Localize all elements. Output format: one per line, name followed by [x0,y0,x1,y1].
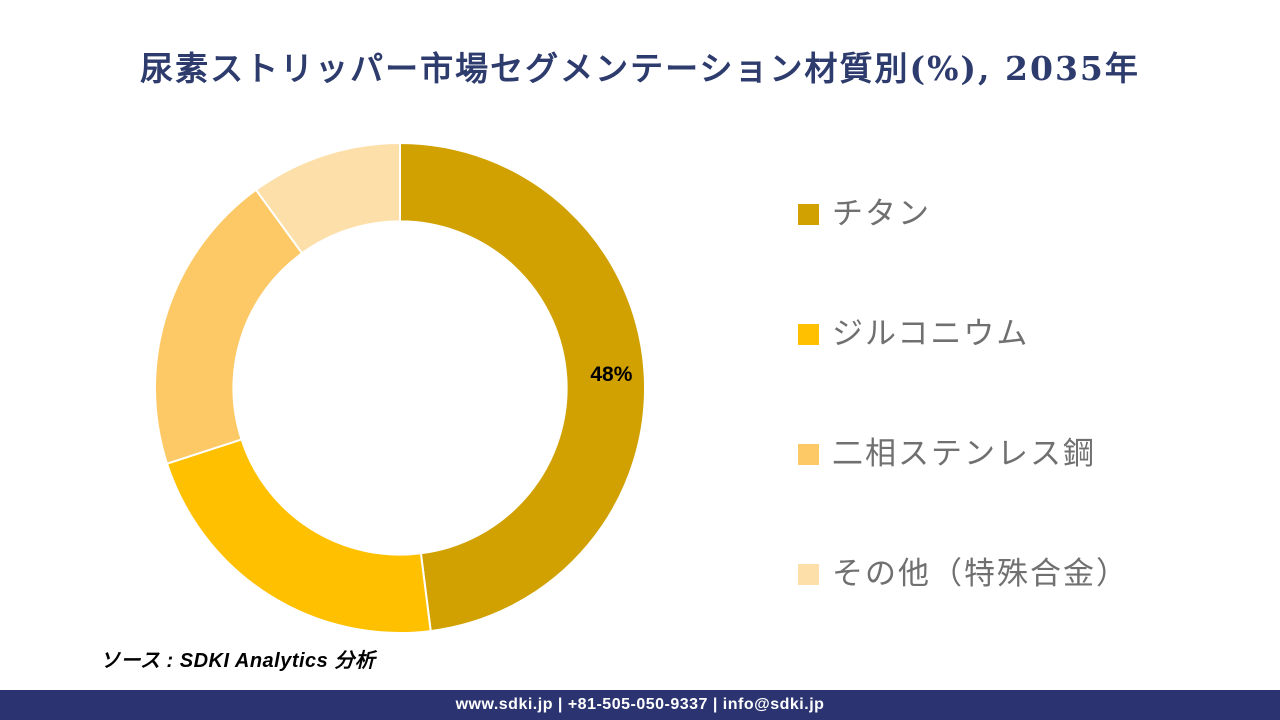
legend-swatch-icon [798,563,819,585]
legend-item-0: チタン [798,196,1129,232]
donut-chart: 48% [153,141,647,635]
legend-label: その他（特殊合金） [832,556,1129,591]
legend-swatch-icon [798,323,819,345]
footer-contact-text: www.sdki.jp | +81-505-050-9337 | info@sd… [455,696,825,713]
chart-legend: チタンジルコニウム二相ステンレス鋼 その他（特殊合金） [798,196,1129,592]
donut-segment-0 [399,142,646,633]
legend-swatch-icon [798,203,819,225]
source-note: ソース : SDKI Analytics 分析 [100,650,376,672]
legend-label: 二相ステンレス鋼 [832,436,1096,471]
segment-data-label: 48% [590,363,632,386]
footer-bar: www.sdki.jp | +81-505-050-9337 | info@sd… [0,690,1280,720]
legend-item-2: 二相ステンレス鋼 [798,436,1129,472]
donut-segment-3 [254,142,401,255]
legend-swatch-icon [798,443,819,465]
legend-label: チタン [832,196,931,231]
legend-item-1: ジルコニウム [798,316,1129,352]
chart-title: 尿素ストリッパー市場セグメンテーション材質別(%), 2035年 [140,49,1140,88]
donut-segment-1 [165,438,432,634]
legend-label: ジルコニウム [832,316,1030,351]
donut-segment-2 [153,188,304,465]
legend-item-3: その他（特殊合金） [798,556,1129,592]
donut-chart-svg: 48% [153,142,646,634]
